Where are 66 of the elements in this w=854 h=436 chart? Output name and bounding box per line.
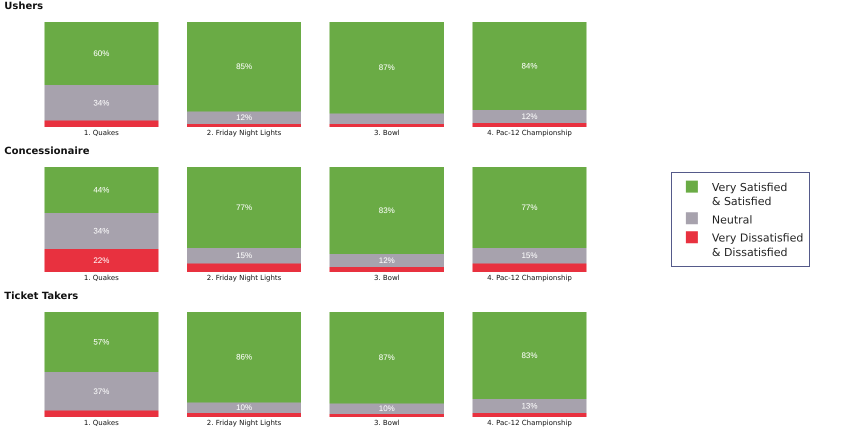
data-label: 77% (236, 202, 252, 212)
bar (44, 85, 158, 121)
bar (330, 167, 444, 254)
data-label: 37% (93, 386, 110, 396)
data-label: 15% (236, 251, 252, 260)
bar (330, 414, 444, 417)
bar (330, 113, 444, 124)
bar (44, 22, 158, 85)
data-label: 34% (93, 226, 110, 236)
chart-title: Ticket Takers (4, 291, 78, 302)
bar (472, 399, 587, 413)
data-label: 12% (521, 112, 538, 121)
data-label: 87% (378, 63, 395, 72)
chart-title: Ushers (4, 1, 44, 12)
bar (330, 254, 444, 267)
bar (44, 248, 158, 272)
bar (186, 412, 302, 417)
bar (330, 124, 444, 127)
legend-label: Very Satisfied & Satisfied (712, 180, 788, 208)
legend-label: Neutral (712, 213, 752, 226)
bar (472, 122, 587, 127)
bar (330, 403, 444, 414)
bar (186, 111, 302, 124)
bar (44, 372, 158, 411)
data-label: 87% (378, 353, 395, 362)
chart-title: Concessionaire (4, 146, 90, 157)
data-label: 83% (521, 351, 538, 360)
data-label: 13% (521, 401, 538, 410)
bar (44, 213, 158, 249)
bar (186, 124, 302, 127)
bar (186, 312, 302, 402)
bar (186, 402, 302, 413)
data-label: 34% (93, 98, 110, 108)
data-label: 15% (521, 251, 538, 260)
bar (472, 312, 587, 400)
bar (472, 22, 587, 110)
data-label: 22% (93, 256, 110, 265)
bar (472, 167, 587, 248)
data-label: 57% (93, 337, 110, 346)
bar (186, 264, 302, 272)
bar (186, 248, 302, 264)
bar (186, 167, 302, 248)
legend-label: Very Dissatisfied & Dissatisfied (712, 232, 804, 259)
data-label: 85% (236, 62, 252, 72)
data-label: 12% (236, 113, 252, 122)
bar (44, 120, 158, 127)
data-label: 77% (521, 202, 538, 212)
data-label: 10% (378, 404, 395, 414)
data-label: 86% (236, 352, 252, 362)
bar (330, 22, 444, 114)
bar (472, 264, 587, 272)
bar (186, 22, 302, 112)
data-label: 12% (378, 256, 395, 265)
bar (44, 410, 158, 417)
bar (472, 412, 587, 417)
data-label: 83% (378, 206, 395, 216)
bar (44, 312, 158, 372)
data-label: 60% (93, 49, 110, 58)
bar (330, 266, 444, 272)
bar (472, 110, 587, 123)
data-label: 44% (93, 186, 110, 195)
bar (330, 312, 444, 404)
data-label: 84% (521, 62, 538, 71)
bar (44, 167, 158, 214)
data-label: 10% (236, 403, 252, 412)
bar (472, 248, 587, 264)
